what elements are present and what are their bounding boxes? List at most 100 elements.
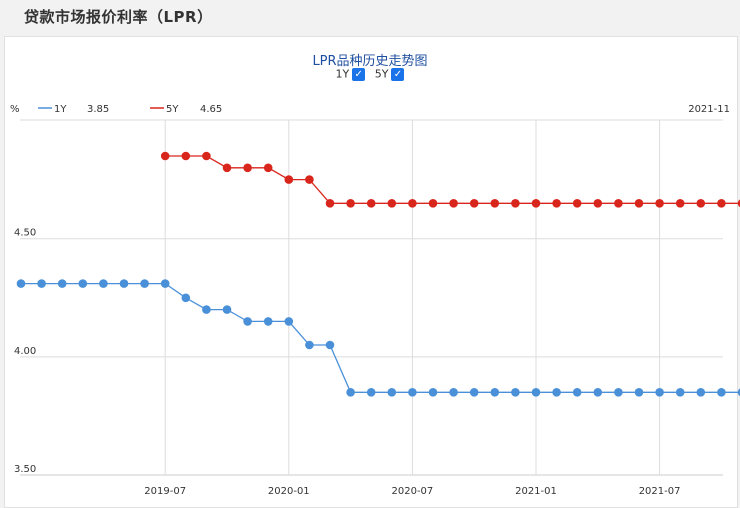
series-1y-point[interactable]: [717, 388, 726, 397]
x-tick-label: 2020-01: [268, 486, 310, 497]
series-layer: [16, 151, 740, 397]
series-1y-point[interactable]: [614, 388, 623, 397]
series-5y-point[interactable]: [449, 199, 458, 208]
series-5y-point[interactable]: [346, 199, 355, 208]
series-toggles: 1Y ✓ 5Y ✓: [0, 67, 740, 81]
series-1y: [16, 279, 740, 397]
series-1y-point[interactable]: [284, 317, 294, 326]
series-5y-point[interactable]: [263, 163, 273, 173]
series-5y-point[interactable]: [222, 163, 232, 173]
series-1y-point[interactable]: [57, 279, 67, 288]
series-1y-point[interactable]: [263, 317, 273, 326]
toggle-5y-label: 5Y: [374, 67, 389, 81]
series-1y-line: [21, 282, 740, 393]
legend-5y-name: 5Y: [166, 104, 179, 115]
x-tick-label: 2019-07: [144, 486, 186, 497]
legend-1y-value: 3.85: [87, 104, 109, 115]
series-5y-point[interactable]: [284, 175, 294, 184]
series-1y-point[interactable]: [16, 279, 26, 288]
series-1y-point[interactable]: [428, 388, 438, 397]
series-5y-point[interactable]: [717, 199, 726, 208]
series-1y-point[interactable]: [78, 279, 88, 288]
series-1y-point[interactable]: [696, 388, 706, 397]
toggle-5y[interactable]: 5Y ✓: [375, 67, 405, 81]
toggle-1y-label: 1Y: [335, 67, 350, 81]
checkbox-checked-icon[interactable]: ✓: [391, 67, 405, 81]
y-tick-label: 3.50: [14, 464, 36, 475]
legend-5y-value: 4.65: [200, 104, 222, 115]
series-5y-point[interactable]: [572, 199, 582, 208]
series-5y-point[interactable]: [469, 199, 479, 208]
series-5y-point[interactable]: [614, 199, 623, 208]
series-1y-point[interactable]: [305, 340, 314, 350]
checkbox-checked-icon[interactable]: ✓: [352, 67, 366, 81]
series-5y-point[interactable]: [552, 199, 561, 208]
series-5y-point[interactable]: [511, 199, 520, 208]
series-5y-point[interactable]: [634, 199, 644, 208]
series-5y-point[interactable]: [593, 199, 603, 208]
page-title: 贷款市场报价利率（LPR）: [24, 8, 213, 26]
series-1y-point[interactable]: [366, 388, 376, 397]
series-1y-point[interactable]: [469, 388, 479, 397]
grid: [20, 119, 723, 476]
series-5y: [160, 151, 740, 208]
series-5y-point[interactable]: [737, 199, 740, 208]
series-1y-point[interactable]: [140, 279, 149, 288]
latest-date-label: 2021-11: [688, 104, 730, 115]
series-1y-point[interactable]: [346, 388, 355, 397]
chart-title: LPR品种历史走势图: [312, 54, 428, 69]
series-1y-point[interactable]: [387, 388, 397, 397]
y-axis: 4.50 4.00 3.50: [14, 228, 36, 475]
series-1y-point[interactable]: [531, 388, 541, 397]
series-5y-point[interactable]: [181, 151, 191, 161]
series-1y-point[interactable]: [325, 340, 335, 350]
legend-1y[interactable]: 1Y 3.85: [38, 104, 109, 115]
legend-5y[interactable]: 5Y 4.65: [150, 104, 222, 115]
series-1y-point[interactable]: [490, 388, 500, 397]
series-1y-point[interactable]: [222, 305, 232, 314]
series-1y-point[interactable]: [243, 317, 252, 326]
series-5y-point[interactable]: [387, 199, 397, 208]
y-unit-label: %: [10, 104, 20, 115]
series-1y-point[interactable]: [634, 388, 644, 397]
series-1y-point[interactable]: [37, 279, 46, 288]
series-5y-point[interactable]: [408, 199, 417, 208]
series-1y-point[interactable]: [160, 279, 170, 288]
series-5y-point[interactable]: [243, 163, 252, 173]
toggle-1y[interactable]: 1Y ✓: [336, 67, 366, 81]
series-1y-point[interactable]: [99, 279, 108, 288]
series-1y-point[interactable]: [737, 388, 740, 397]
series-1y-point[interactable]: [408, 388, 417, 397]
series-1y-point[interactable]: [593, 388, 603, 397]
page-header: 贷款市场报价利率（LPR）: [0, 0, 740, 34]
series-5y-point[interactable]: [202, 151, 211, 161]
chart-panel: [4, 36, 738, 508]
series-1y-point[interactable]: [119, 279, 129, 288]
series-5y-point[interactable]: [366, 199, 376, 208]
series-5y-point[interactable]: [490, 199, 500, 208]
series-1y-point[interactable]: [181, 293, 191, 303]
series-5y-point[interactable]: [531, 199, 541, 208]
series-5y-point[interactable]: [675, 199, 685, 208]
series-1y-point[interactable]: [449, 388, 458, 397]
series-1y-point[interactable]: [572, 388, 582, 397]
series-5y-line: [165, 155, 740, 204]
series-1y-point[interactable]: [511, 388, 520, 397]
y-tick-label: 4.50: [14, 228, 36, 239]
series-5y-point[interactable]: [160, 151, 170, 161]
x-tick-label: 2021-01: [515, 486, 557, 497]
series-1y-point[interactable]: [552, 388, 561, 397]
series-1y-point[interactable]: [675, 388, 685, 397]
y-tick-label: 4.00: [14, 346, 36, 357]
series-1y-point[interactable]: [655, 388, 664, 397]
series-5y-point[interactable]: [696, 199, 706, 208]
series-5y-point[interactable]: [428, 199, 438, 208]
x-axis: 2019-07 2020-01 2020-07 2021-01 2021-07: [144, 486, 680, 497]
series-1y-point[interactable]: [202, 305, 211, 314]
series-5y-point[interactable]: [305, 175, 314, 184]
legend-1y-name: 1Y: [54, 104, 67, 115]
x-tick-label: 2020-07: [392, 486, 434, 497]
series-5y-point[interactable]: [655, 199, 664, 208]
series-5y-point[interactable]: [325, 199, 335, 208]
